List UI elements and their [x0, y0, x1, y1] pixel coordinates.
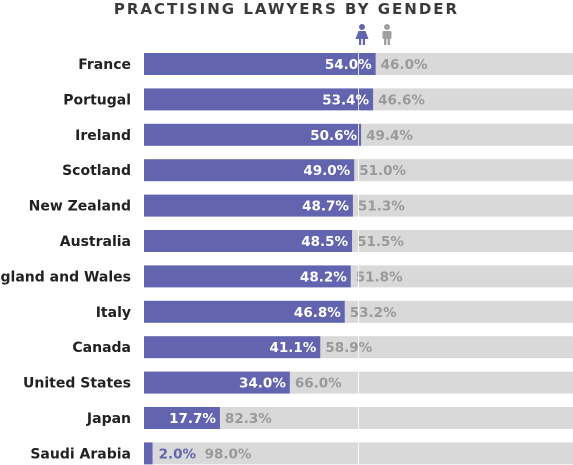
category-label: France	[78, 57, 131, 73]
male-value-label: 82.3%	[225, 411, 272, 427]
male-bar	[344, 300, 573, 323]
male-bar	[219, 407, 573, 429]
male-bar	[352, 230, 573, 252]
female-icon-part	[362, 39, 365, 45]
male-bar	[320, 336, 573, 359]
category-label: England and Wales	[0, 269, 131, 285]
category-label: Japan	[86, 411, 131, 427]
male-value-label: 49.4%	[366, 128, 413, 144]
female-icon-part	[359, 24, 365, 30]
category-label: Saudi Arabia	[30, 446, 131, 462]
male-bar	[375, 53, 573, 75]
male-value-label: 51.0%	[359, 163, 406, 179]
female-value-label: 17.7%	[169, 411, 216, 427]
male-value-label: 58.9%	[325, 340, 372, 356]
female-icon	[355, 24, 369, 45]
male-bar	[152, 442, 573, 465]
category-label: Italy	[96, 305, 131, 321]
female-value-label: 46.8%	[294, 305, 341, 321]
female-bar	[144, 194, 353, 217]
female-bar	[144, 88, 374, 111]
category-label: Scotland	[62, 163, 131, 179]
female-value-label: 48.7%	[302, 199, 349, 215]
male-icon-part	[382, 31, 392, 39]
category-label: Canada	[72, 340, 131, 356]
male-icon-part	[384, 38, 387, 45]
female-bar	[144, 407, 220, 429]
male-icon-part	[387, 38, 390, 45]
male-value-label: 46.6%	[378, 92, 425, 108]
male-value-label: 53.2%	[350, 305, 397, 321]
female-bar	[144, 300, 345, 323]
male-bar	[373, 88, 573, 111]
female-value-label: 53.4%	[322, 92, 369, 108]
category-label: Portugal	[63, 92, 131, 108]
male-value-label: 51.8%	[356, 269, 403, 285]
male-bar	[361, 123, 573, 146]
female-bar	[144, 336, 321, 359]
female-value-label: 54.0%	[325, 57, 372, 73]
male-value-label: 66.0%	[295, 376, 342, 392]
male-value-label: 46.0%	[381, 57, 428, 73]
category-label: Australia	[60, 234, 131, 250]
female-bar	[144, 230, 353, 252]
female-value-label: 41.1%	[269, 340, 316, 356]
male-bar	[289, 371, 573, 394]
female-bar	[144, 265, 351, 288]
male-icon-part	[384, 24, 390, 30]
male-icon	[382, 24, 392, 45]
male-value-label: 51.5%	[357, 234, 404, 250]
female-bar	[144, 123, 362, 146]
female-bar	[144, 371, 290, 394]
female-value-label: 48.5%	[301, 234, 348, 250]
category-label: New Zealand	[29, 199, 131, 215]
male-bar	[350, 265, 573, 288]
male-value-label: 51.3%	[358, 199, 405, 215]
female-bar	[144, 159, 355, 182]
female-value-label: 49.0%	[303, 163, 350, 179]
female-value-label: 2.0%	[159, 446, 197, 462]
female-value-label: 50.6%	[310, 128, 357, 144]
male-bar	[352, 194, 573, 217]
category-label: United States	[23, 376, 131, 392]
category-label: Ireland	[75, 128, 131, 144]
female-icon-part	[355, 31, 369, 39]
male-value-label: 98.0%	[205, 446, 252, 462]
female-bar	[144, 442, 153, 465]
female-icon-part	[359, 39, 362, 45]
chart-title: PRACTISING LAWYERS BY GENDER	[113, 0, 460, 18]
female-bar	[144, 53, 376, 75]
male-bar	[354, 159, 573, 182]
female-value-label: 48.2%	[300, 269, 347, 285]
female-value-label: 34.0%	[239, 376, 286, 392]
